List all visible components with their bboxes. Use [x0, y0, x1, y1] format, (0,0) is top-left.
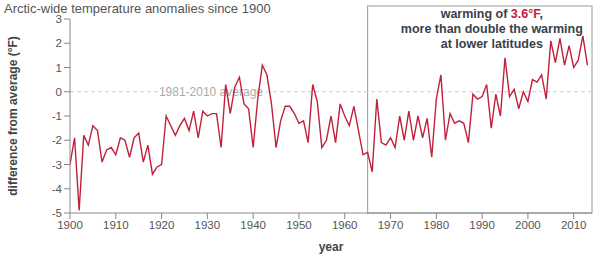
- svg-text:-5: -5: [52, 207, 62, 219]
- svg-text:difference from average (°F): difference from average (°F): [8, 36, 20, 196]
- svg-text:2000: 2000: [515, 219, 541, 231]
- svg-text:-3: -3: [52, 159, 62, 171]
- svg-text:-1: -1: [52, 110, 62, 122]
- svg-text:1981-2010 average: 1981-2010 average: [159, 85, 263, 99]
- svg-text:-2: -2: [52, 134, 62, 146]
- html-text:Arctic-wide temperature anomal: Arctic-wide temperature anomalies since …: [4, 1, 271, 16]
- svg-text:2010: 2010: [561, 219, 587, 231]
- svg-text:1900: 1900: [57, 219, 83, 231]
- svg-text:0: 0: [56, 86, 62, 98]
- svg-text:3: 3: [56, 13, 62, 25]
- svg-text:at lower latitudes: at lower latitudes: [441, 37, 543, 51]
- svg-text:2: 2: [56, 37, 62, 49]
- svg-text:1960: 1960: [332, 219, 358, 231]
- svg-text:-4: -4: [52, 183, 63, 195]
- svg-text:1980: 1980: [424, 219, 450, 231]
- svg-text:warming of 3.6°F,: warming of 3.6°F,: [440, 7, 543, 21]
- svg-text:1930: 1930: [195, 219, 221, 231]
- svg-text:1940: 1940: [240, 219, 266, 231]
- svg-text:1990: 1990: [469, 219, 495, 231]
- svg-text:1920: 1920: [149, 219, 175, 231]
- svg-text:1: 1: [56, 62, 62, 74]
- svg-text:year: year: [319, 240, 344, 254]
- svg-text:1950: 1950: [286, 219, 312, 231]
- svg-text:1970: 1970: [378, 219, 404, 231]
- svg-text:more than double the warming: more than double the warming: [401, 22, 583, 36]
- svg-text:1910: 1910: [103, 219, 129, 231]
